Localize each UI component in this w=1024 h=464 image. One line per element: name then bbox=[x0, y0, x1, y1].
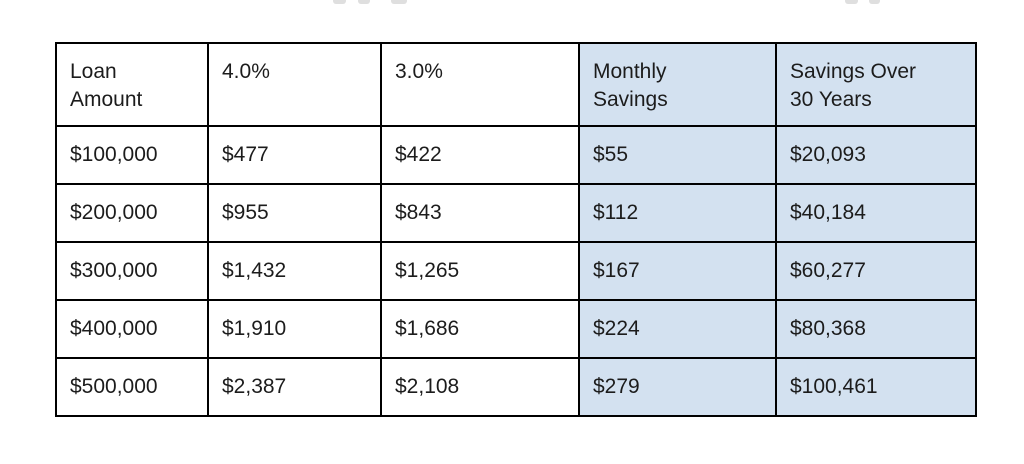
cell-payment-4-percent: $2,387 bbox=[207, 357, 382, 417]
cropped-text-artifact bbox=[391, 0, 407, 4]
cell-monthly-savings: $55 bbox=[578, 125, 777, 185]
cell-loan-amount: $200,000 bbox=[55, 183, 209, 243]
loan-savings-table: Loan Amount 4.0% 3.0% Monthly Savings Sa… bbox=[55, 42, 977, 417]
cell-payment-3-percent: $1,686 bbox=[380, 299, 580, 359]
table-row: $500,000 $2,387 $2,108 $279 $100,461 bbox=[55, 357, 977, 417]
table-row: $300,000 $1,432 $1,265 $167 $60,277 bbox=[55, 241, 977, 301]
cropped-text-artifact bbox=[869, 0, 880, 4]
cell-savings-30-years: $20,093 bbox=[775, 125, 977, 185]
loan-savings-table-container: Loan Amount 4.0% 3.0% Monthly Savings Sa… bbox=[55, 42, 977, 417]
cropped-text-artifact bbox=[333, 0, 346, 4]
header-monthly-savings-label: Monthly Savings bbox=[593, 60, 668, 112]
cell-payment-3-percent: $422 bbox=[380, 125, 580, 185]
cell-savings-30-years: $100,461 bbox=[775, 357, 977, 417]
header-rate-3-percent: 3.0% bbox=[380, 42, 580, 127]
cell-monthly-savings: $279 bbox=[578, 357, 777, 417]
cell-payment-3-percent: $2,108 bbox=[380, 357, 580, 417]
header-rate-4-percent: 4.0% bbox=[207, 42, 382, 127]
cell-loan-amount: $100,000 bbox=[55, 125, 209, 185]
cell-payment-4-percent: $1,910 bbox=[207, 299, 382, 359]
header-loan-amount-label: Loan Amount bbox=[70, 60, 143, 112]
cell-monthly-savings: $112 bbox=[578, 183, 777, 243]
cell-loan-amount: $300,000 bbox=[55, 241, 209, 301]
header-rate-3-percent-label: 3.0% bbox=[395, 60, 443, 83]
cell-savings-30-years: $60,277 bbox=[775, 241, 977, 301]
cell-payment-3-percent: $843 bbox=[380, 183, 580, 243]
header-rate-4-percent-label: 4.0% bbox=[222, 60, 270, 83]
header-savings-over-30-years-label: Savings Over 30 Years bbox=[790, 60, 917, 112]
cell-payment-4-percent: $477 bbox=[207, 125, 382, 185]
header-monthly-savings: Monthly Savings bbox=[578, 42, 777, 127]
table-row: $100,000 $477 $422 $55 $20,093 bbox=[55, 125, 977, 185]
cell-loan-amount: $400,000 bbox=[55, 299, 209, 359]
cell-payment-3-percent: $1,265 bbox=[380, 241, 580, 301]
cell-monthly-savings: $167 bbox=[578, 241, 777, 301]
cell-payment-4-percent: $955 bbox=[207, 183, 382, 243]
cell-loan-amount: $500,000 bbox=[55, 357, 209, 417]
table-row: $400,000 $1,910 $1,686 $224 $80,368 bbox=[55, 299, 977, 359]
header-loan-amount: Loan Amount bbox=[55, 42, 209, 127]
cell-monthly-savings: $224 bbox=[578, 299, 777, 359]
cropped-text-artifact bbox=[358, 0, 370, 4]
cell-payment-4-percent: $1,432 bbox=[207, 241, 382, 301]
cell-savings-30-years: $80,368 bbox=[775, 299, 977, 359]
cell-savings-30-years: $40,184 bbox=[775, 183, 977, 243]
header-row: Loan Amount 4.0% 3.0% Monthly Savings Sa… bbox=[55, 42, 977, 127]
cropped-text-artifact bbox=[845, 0, 858, 4]
header-savings-over-30-years: Savings Over 30 Years bbox=[775, 42, 977, 127]
table-row: $200,000 $955 $843 $112 $40,184 bbox=[55, 183, 977, 243]
